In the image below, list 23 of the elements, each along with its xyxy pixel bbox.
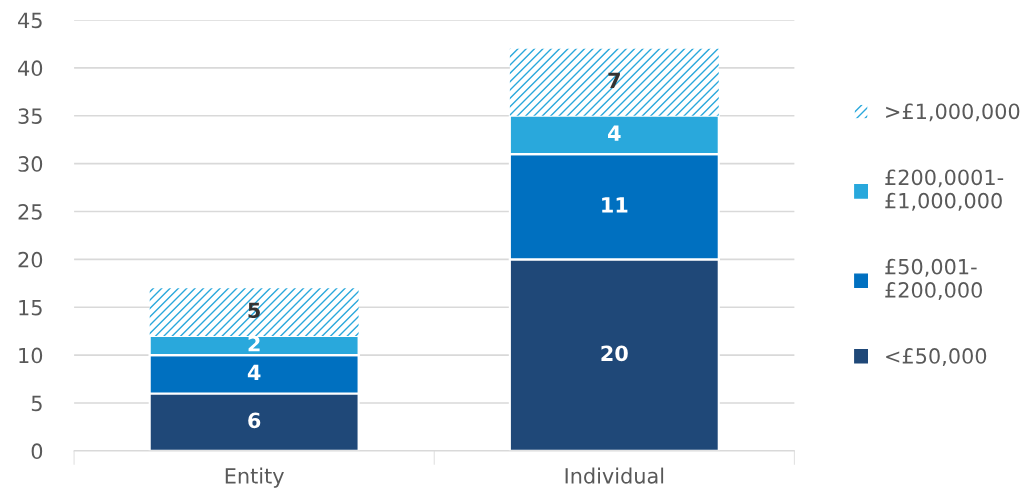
y-tick-label: 40 — [18, 60, 43, 77]
legend-label: £50,001-£200,000 — [885, 258, 982, 300]
data-label: 4 — [608, 125, 621, 141]
legend-label: <£50,000 — [886, 348, 987, 366]
y-tick-label: 35 — [18, 108, 42, 124]
data-label: 4 — [247, 364, 261, 381]
data-label: 20 — [601, 345, 628, 362]
x-tick-label: Individual — [565, 467, 664, 484]
data-label: 6 — [248, 412, 261, 429]
y-tick-label: 25 — [18, 203, 42, 220]
data-label: 11 — [602, 197, 628, 213]
bar — [509, 48, 719, 116]
x-tick-label: Entity — [225, 467, 284, 488]
y-tick-label: 10 — [19, 347, 43, 364]
y-tick-label: 5 — [31, 395, 42, 412]
y-tick-label: 30 — [18, 156, 43, 172]
y-tick-label: 20 — [18, 251, 43, 268]
y-tick-label: 45 — [18, 12, 42, 29]
legend-label: £200,0001-£1,000,000 — [885, 169, 1004, 211]
y-tick-label: 15 — [19, 300, 42, 316]
legend-label: >£1,000,000 — [886, 103, 1020, 122]
bar — [149, 288, 359, 336]
y-tick-label: 0 — [31, 443, 43, 460]
